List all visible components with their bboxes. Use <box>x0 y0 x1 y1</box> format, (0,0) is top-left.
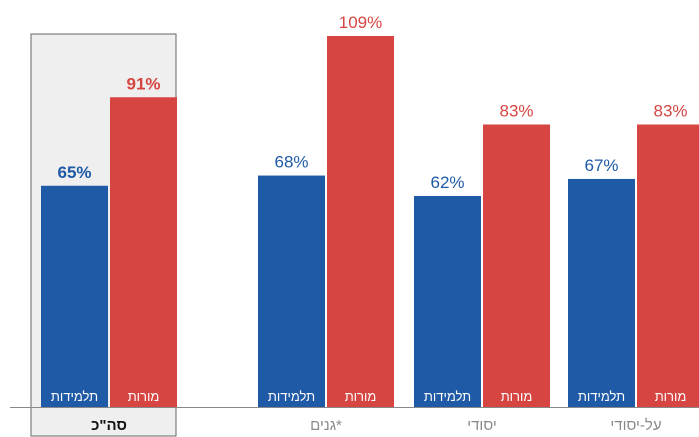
category-label: על-יסודי <box>610 417 661 434</box>
bar-students-1 <box>258 175 325 407</box>
value-label: 65% <box>57 163 91 182</box>
value-label: 68% <box>274 153 308 172</box>
value-label: 83% <box>653 101 687 120</box>
category-label: סה"כ <box>91 417 127 434</box>
series-label-in-bar: תלמידות <box>51 389 98 404</box>
series-label-in-bar: תלמידות <box>424 389 471 404</box>
series-label-in-bar: מורות <box>655 389 687 404</box>
value-label: 62% <box>430 173 464 192</box>
bar-teachers-0 <box>110 97 177 407</box>
category-label: יסודי <box>467 417 497 434</box>
value-label: 67% <box>584 156 618 175</box>
series-label-in-bar: מורות <box>128 389 160 404</box>
bar-teachers-2 <box>483 124 550 407</box>
category-label: גנים* <box>310 417 342 434</box>
bar-teachers-3 <box>637 124 699 407</box>
bar-students-2 <box>414 195 481 407</box>
series-label-in-bar: מורות <box>345 389 377 404</box>
bars-group <box>41 36 699 407</box>
series-label-in-bar: תלמידות <box>268 389 315 404</box>
value-label: 109% <box>339 13 382 32</box>
series-label-in-bar: מורות <box>501 389 533 404</box>
value-label: 83% <box>499 101 533 120</box>
bar-teachers-1 <box>327 36 394 407</box>
series-label-in-bar: תלמידות <box>578 389 625 404</box>
bar-students-3 <box>568 178 635 407</box>
labels-group: 65%תלמידות91%מורותסה"כ68%תלמידות109%מורו… <box>51 13 688 434</box>
value-label: 91% <box>126 74 160 93</box>
bar-students-0 <box>41 185 108 407</box>
